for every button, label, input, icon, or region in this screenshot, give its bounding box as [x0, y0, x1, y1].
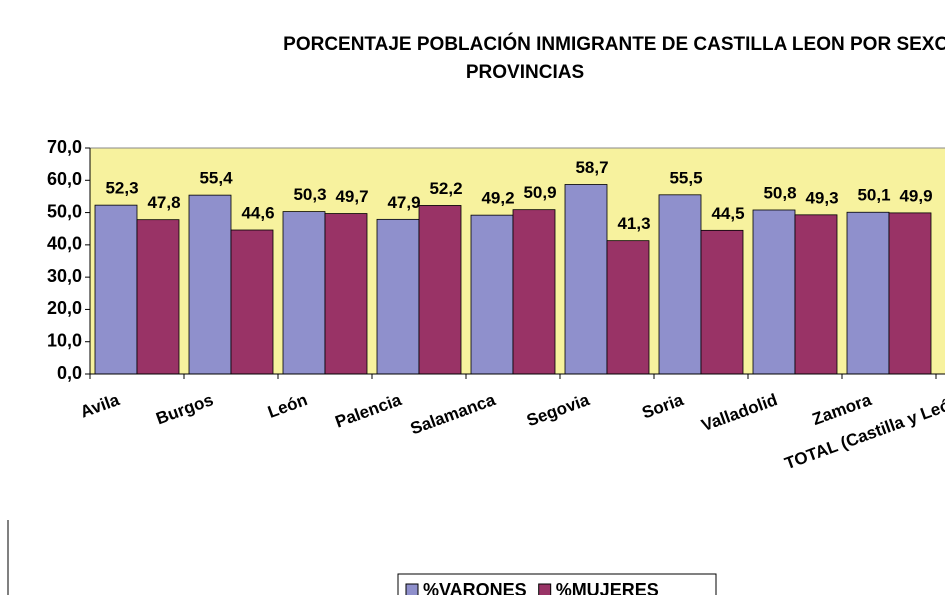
data-label: 49,3 — [805, 188, 838, 207]
data-label: 55,4 — [199, 169, 233, 188]
x-tick-label: Zamora — [810, 390, 875, 429]
bar — [376, 218, 420, 375]
data-label: 44,6 — [241, 203, 274, 222]
x-tick-label: Avila — [78, 390, 123, 422]
bar — [752, 209, 796, 375]
bar — [230, 229, 274, 375]
legend-label: %MUJERES — [556, 580, 659, 595]
x-tick-label: Segovia — [524, 390, 592, 430]
data-label: 52,2 — [429, 179, 462, 198]
y-tick-label: 10,0 — [47, 330, 82, 350]
bar — [888, 212, 932, 375]
legend-label: %VARONES — [423, 580, 527, 595]
bar — [94, 204, 138, 375]
data-label: 50,8 — [763, 183, 796, 202]
bar — [564, 184, 608, 375]
chart-title: PROVINCIAS — [466, 62, 584, 83]
data-label: 49,9 — [899, 186, 932, 205]
x-tick-label: Soria — [639, 390, 686, 423]
x-tick-label: Salamanca — [408, 390, 498, 438]
data-label: 52,3 — [105, 179, 138, 198]
data-label: 47,8 — [147, 193, 180, 212]
bar — [418, 205, 462, 375]
x-tick-label: Valladolid — [699, 390, 780, 435]
bar — [606, 240, 650, 375]
x-tick-label: León — [265, 390, 310, 422]
data-label: 44,5 — [711, 204, 744, 223]
bar — [794, 214, 838, 375]
legend-swatch — [538, 583, 552, 595]
bar — [188, 194, 232, 375]
y-tick-label: 70,0 — [47, 137, 82, 157]
legend-swatch — [405, 583, 419, 595]
data-label: 49,2 — [481, 189, 514, 208]
bar — [512, 209, 556, 375]
y-tick-label: 40,0 — [47, 234, 82, 254]
y-tick-label: 20,0 — [47, 298, 82, 318]
bar — [846, 211, 890, 375]
chart-title: PORCENTAJE POBLACIÓN INMIGRANTE DE CASTI… — [283, 33, 945, 55]
data-label: 55,5 — [669, 168, 702, 187]
x-tick-label: Palencia — [333, 390, 405, 432]
bar — [282, 211, 326, 375]
data-label: 50,9 — [523, 183, 556, 202]
data-label: 50,3 — [293, 185, 326, 204]
bar — [324, 213, 368, 375]
y-tick-label: 60,0 — [47, 169, 82, 189]
data-label: 47,9 — [387, 193, 420, 212]
x-tick-label: Burgos — [153, 390, 215, 428]
y-tick-label: 30,0 — [47, 266, 82, 286]
y-tick-label: 0,0 — [57, 363, 82, 383]
bar — [470, 214, 514, 375]
y-tick-label: 50,0 — [47, 201, 82, 221]
bar — [658, 194, 702, 375]
bar — [136, 219, 180, 375]
data-label: 58,7 — [575, 158, 608, 177]
legend-box — [397, 573, 717, 595]
data-label: 41,3 — [617, 214, 650, 233]
bar — [700, 229, 744, 375]
data-label: 49,7 — [335, 187, 368, 206]
data-label: 50,1 — [857, 186, 890, 205]
